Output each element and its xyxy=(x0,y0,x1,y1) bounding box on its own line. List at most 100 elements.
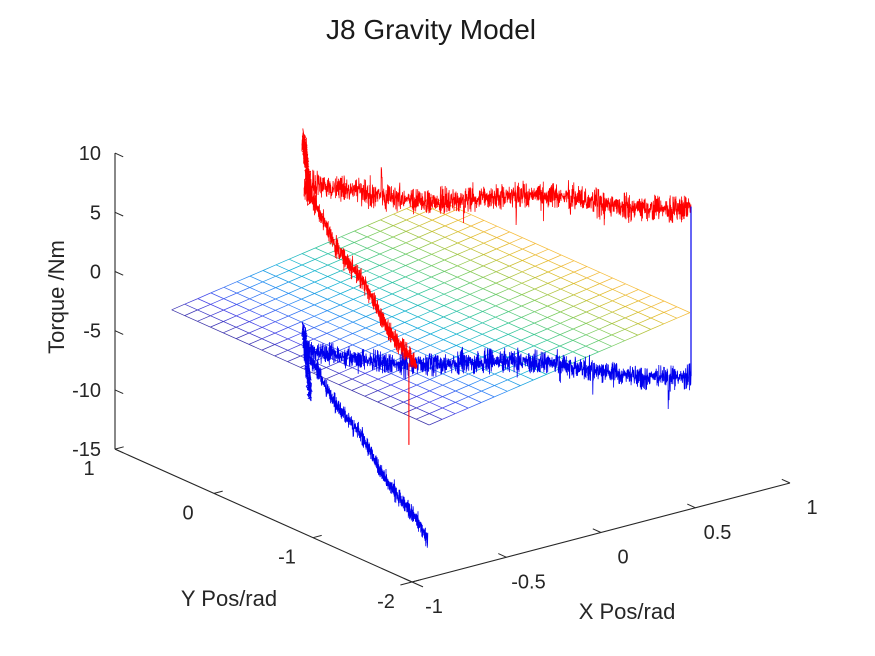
mesh-line-const-y xyxy=(533,374,547,381)
mesh-line-const-y xyxy=(314,298,328,306)
mesh-line-const-y xyxy=(598,334,612,341)
mesh-line-const-y xyxy=(261,321,276,328)
mesh-line-const-y xyxy=(249,315,263,322)
mesh-line-const-y xyxy=(637,317,652,325)
mesh-line-const-y xyxy=(262,275,277,283)
mesh-line-const-y xyxy=(534,317,548,324)
mesh-line-const-y xyxy=(599,300,613,307)
mesh-line-const-y xyxy=(443,288,458,295)
mesh-line-const-y xyxy=(481,373,495,381)
mesh-line-const-y xyxy=(367,219,381,226)
mesh-line-const-y xyxy=(429,396,443,403)
mesh-line-const-y xyxy=(353,247,368,255)
mesh-line-const-y xyxy=(353,236,368,243)
mesh-line-const-y xyxy=(416,401,430,409)
mesh-line-const-y xyxy=(470,254,484,261)
mesh-line-const-y xyxy=(637,306,652,313)
x-tick-label: -0.5 xyxy=(511,571,545,593)
mesh-line-const-y xyxy=(470,231,484,238)
mesh-line-const-y xyxy=(340,299,354,306)
mesh-line-const-y xyxy=(391,310,406,318)
mesh-line-const-y xyxy=(365,344,379,352)
mesh-line-const-y xyxy=(274,349,288,357)
mesh-line-const-y xyxy=(444,254,458,261)
mesh-line-const-y xyxy=(494,368,508,375)
mesh-line-const-y xyxy=(495,299,509,307)
mesh-line-const-y xyxy=(663,317,678,325)
blue_noisy_trace-lower-band xyxy=(303,337,692,410)
mesh-line-const-y xyxy=(637,329,651,336)
mesh-line-const-y xyxy=(275,315,289,323)
mesh-line-const-y xyxy=(171,303,185,311)
mesh-line-const-y xyxy=(403,384,417,392)
y-tick xyxy=(312,534,322,539)
mesh-line-const-y xyxy=(390,390,404,397)
mesh-line-const-y xyxy=(404,316,418,323)
mesh-line-const-y xyxy=(430,339,444,346)
mesh-line-const-y xyxy=(379,236,394,243)
mesh-line-const-y xyxy=(351,384,366,391)
mesh-line-const-y xyxy=(393,219,407,226)
mesh-line-const-y xyxy=(520,379,534,386)
mesh-line-const-y xyxy=(262,310,276,317)
mesh-line-const-y xyxy=(650,300,665,308)
mesh-line-const-y xyxy=(314,276,328,283)
mesh-line-const-y xyxy=(441,413,456,420)
mesh-line-const-y xyxy=(428,419,443,426)
mesh-line-const-y xyxy=(403,396,417,403)
mesh-line-const-y xyxy=(521,300,535,307)
mesh-line-const-y xyxy=(457,271,471,278)
mesh-line-const-y xyxy=(456,316,470,324)
mesh-line-const-y xyxy=(326,361,340,368)
mesh-line-const-y xyxy=(508,328,522,335)
mesh-line-const-y xyxy=(457,225,472,233)
y-tick-label: 1 xyxy=(83,458,94,480)
mesh-line-const-y xyxy=(432,214,446,221)
mesh-line-const-y xyxy=(262,264,277,271)
mesh-line-const-y xyxy=(442,379,456,386)
mesh-line-const-y xyxy=(483,225,498,233)
mesh-line-const-y xyxy=(599,277,613,284)
mesh-line-const-y xyxy=(327,293,341,300)
mesh-line-const-y xyxy=(405,259,419,266)
mesh-line-const-y xyxy=(598,323,613,330)
mesh-line-const-y xyxy=(598,345,612,353)
y-tick xyxy=(114,446,124,450)
blue_noisy_trace-descending-branch xyxy=(303,343,429,548)
mesh-line-const-y xyxy=(457,259,471,267)
mesh-line-const-y xyxy=(548,254,562,261)
mesh-line-const-y xyxy=(611,328,626,336)
mesh-line-const-y xyxy=(482,282,497,290)
mesh-line-const-y xyxy=(223,304,237,311)
mesh-line-const-y xyxy=(585,328,600,336)
mesh-line-const-y xyxy=(444,276,458,284)
mesh-line-const-y xyxy=(482,271,497,278)
mesh-line-const-y xyxy=(380,225,394,232)
mesh-line-const-y xyxy=(366,276,380,283)
mesh-line-const-y xyxy=(353,259,367,266)
mesh-line-const-y xyxy=(431,225,446,232)
mesh-line-const-y xyxy=(547,288,561,296)
mesh-line-const-y xyxy=(366,265,380,272)
mesh-line-const-y xyxy=(236,321,250,328)
mesh-line-const-y xyxy=(624,334,638,342)
mesh-line-const-y xyxy=(496,231,510,238)
mesh-line-const-y xyxy=(468,368,482,375)
mesh-line-const-y xyxy=(625,300,639,307)
mesh-line-const-y xyxy=(377,373,392,380)
mesh-line-const-y xyxy=(379,270,393,278)
mesh-line-const-y xyxy=(508,294,522,301)
mesh-line-const-y xyxy=(585,317,600,324)
mesh-line-const-y xyxy=(431,248,445,255)
mesh-line-const-y xyxy=(210,286,225,294)
mesh-line-const-y xyxy=(248,338,263,345)
mesh-line-const-y xyxy=(455,396,469,403)
mesh-line-const-y xyxy=(443,322,457,329)
red_noisy_trace-upper-band xyxy=(303,167,692,226)
mesh-line-const-y xyxy=(533,351,547,358)
mesh-line-const-y xyxy=(223,326,237,334)
mesh-line-const-y xyxy=(468,402,482,409)
mesh-line-const-y xyxy=(483,237,497,244)
mesh-line-const-y xyxy=(455,373,469,380)
